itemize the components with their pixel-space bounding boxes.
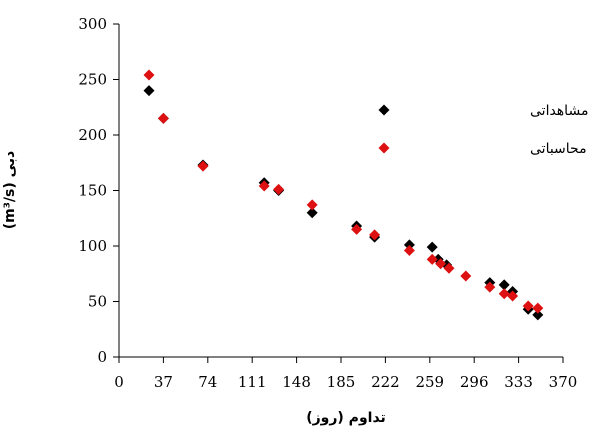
data-points [144,70,544,321]
data-point [273,184,284,195]
x-tick-label: 259 [415,373,444,391]
x-tick-label: 296 [460,373,489,391]
y-tick-label: 250 [78,71,107,89]
legend-label: داده های مشاهداتی [530,103,590,119]
x-tick-label: 333 [504,373,533,391]
legend-marker [379,105,390,116]
x-tick-label: 74 [198,373,217,391]
data-point [144,70,155,81]
y-tick-label: 0 [97,348,107,366]
x-tick-label: 148 [282,373,311,391]
y-tick-label: 100 [78,237,107,255]
y-tick-label: 150 [78,182,107,200]
data-point [158,113,169,124]
x-axis-title: تداوم (روز) [306,410,386,426]
x-tick-label: 37 [154,373,173,391]
data-point [404,245,415,256]
data-point [307,199,318,210]
y-tick-label: 50 [88,293,107,311]
x-tick-label: 0 [114,373,124,391]
y-tick-label: 300 [78,15,107,33]
y-tick-label: 200 [78,126,107,144]
series-1 [144,85,544,320]
x-tick-label: 185 [327,373,356,391]
legend: داده های مشاهداتی داده های محاسباتی [379,103,590,157]
legend-marker [379,143,390,154]
data-point [532,303,543,314]
x-tick-label: 370 [549,373,578,391]
data-point [198,161,209,172]
x-tick-label: 222 [371,373,400,391]
y-axis-title: دبی (m³/s) [2,151,18,229]
data-point [499,288,510,299]
data-point [460,270,471,281]
axes: 0 50 100 150 200 250 300 0 37 74 111 148 185 222 259 29… [78,15,577,391]
series-2 [144,70,544,314]
data-point [427,242,438,253]
legend-label: داده های محاسباتی [530,141,590,157]
data-point [144,85,155,96]
x-tick-label: 111 [238,373,267,391]
